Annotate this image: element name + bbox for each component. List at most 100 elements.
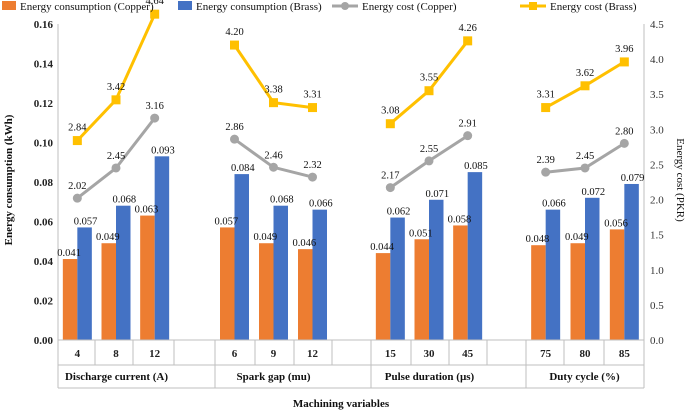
brass-cost-label: 3.96 <box>615 44 633 55</box>
legend-swatch <box>178 1 192 10</box>
copper-cost-marker <box>463 131 473 141</box>
copper-cost-marker <box>111 163 121 173</box>
copper-cost-marker <box>308 172 317 182</box>
copper-energy-label: 0.057 <box>214 216 238 227</box>
legend-label: Energy cost (Copper) <box>362 1 457 13</box>
brass-cost-label: 4.64 <box>145 0 164 7</box>
copper-cost-marker <box>385 183 395 193</box>
brass-cost-marker <box>111 95 121 105</box>
brass-cost-marker <box>463 36 473 46</box>
brass-energy-label: 0.068 <box>112 195 136 206</box>
brass-cost-marker <box>308 103 317 113</box>
category-tick-label: 85 <box>619 348 631 360</box>
copper-energy-label: 0.044 <box>370 242 394 253</box>
y-tick-label: 0.02 <box>34 296 54 308</box>
copper-cost-label: 2.17 <box>381 171 399 182</box>
copper-energy-label: 0.058 <box>448 214 472 225</box>
category-tick-label: 80 <box>580 348 592 360</box>
copper-energy-bar <box>220 227 235 340</box>
group-label: Pulse duration (µs) <box>385 371 475 383</box>
brass-cost-label: 3.62 <box>576 68 594 79</box>
copper-cost-marker <box>424 156 434 166</box>
brass-energy-bar <box>312 209 327 340</box>
copper-energy-label: 0.048 <box>526 234 550 245</box>
category-tick-label: 6 <box>232 348 238 360</box>
brass-energy-label: 0.085 <box>464 161 488 172</box>
copper-cost-marker <box>580 163 590 173</box>
y2-tick-label: 1.0 <box>650 265 664 277</box>
brass-cost-marker <box>230 40 239 50</box>
category-tick-label: 30 <box>424 348 436 360</box>
copper-cost-label: 2.32 <box>303 160 321 171</box>
copper-energy-bar <box>259 243 274 340</box>
category-tick-label: 12 <box>149 348 161 360</box>
copper-energy-bar <box>414 239 429 340</box>
copper-cost-marker <box>150 113 160 123</box>
copper-energy-bar <box>375 253 391 340</box>
copper-cost-marker <box>541 167 551 177</box>
category-tick-label: 9 <box>271 348 277 360</box>
copper-cost-marker <box>230 134 239 144</box>
brass-energy-label: 0.057 <box>74 216 98 227</box>
y2-tick-label: 0.5 <box>650 300 664 312</box>
legend-swatch-marker <box>341 2 349 10</box>
copper-cost-label: 2.39 <box>536 155 554 166</box>
copper-energy-label: 0.056 <box>604 218 628 229</box>
brass-cost-label: 3.38 <box>264 85 282 96</box>
y-tick-label: 0.12 <box>34 98 54 110</box>
y2-tick-label: 0.0 <box>650 335 664 347</box>
group-label: Duty cycle (%) <box>549 371 620 383</box>
legend-swatch <box>2 1 16 10</box>
category-tick-label: 45 <box>462 348 474 360</box>
category-tick-label: 12 <box>307 348 319 360</box>
y-tick-label: 0.00 <box>34 335 54 347</box>
y-axis-title: Energy consumption (kWh) <box>3 114 15 245</box>
brass-cost-label: 3.55 <box>420 73 438 84</box>
brass-cost-marker <box>150 9 160 19</box>
legend: Energy consumption (Copper) Energy consum… <box>2 1 637 13</box>
copper-energy-label: 0.049 <box>565 232 589 243</box>
legend-label: Energy cost (Brass) <box>550 1 637 13</box>
copper-energy-label: 0.051 <box>409 228 433 239</box>
brass-cost-label: 2.84 <box>68 123 87 134</box>
brass-energy-bar <box>585 197 600 340</box>
brass-energy-bar <box>624 183 639 340</box>
brass-energy-bar <box>429 199 444 340</box>
brass-cost-label: 3.31 <box>536 90 554 101</box>
y2-tick-label: 2.5 <box>650 159 664 171</box>
copper-energy-bar <box>62 259 78 340</box>
copper-cost-label: 2.91 <box>458 119 476 130</box>
y2-axis-title: Energy cost (PKR) <box>674 138 685 222</box>
brass-energy-label: 0.093 <box>151 145 175 156</box>
y-tick-label: 0.16 <box>34 19 54 31</box>
y2-tick-label: 4.0 <box>650 54 664 66</box>
y-tick-label: 0.10 <box>34 138 54 150</box>
bars <box>62 156 639 340</box>
brass-energy-bar <box>234 174 249 340</box>
copper-cost-label: 2.86 <box>225 122 243 133</box>
legend-swatch-marker <box>529 2 537 10</box>
brass-cost-marker <box>619 57 629 67</box>
copper-cost-label: 2.46 <box>264 150 282 161</box>
brass-energy-bar <box>390 217 405 340</box>
copper-energy-bar <box>570 243 585 340</box>
brass-energy-bar <box>545 209 561 340</box>
brass-cost-marker <box>72 136 82 146</box>
y2-tick-label: 1.5 <box>650 230 664 242</box>
brass-energy-label: 0.062 <box>387 207 411 218</box>
brass-cost-label: 3.08 <box>381 106 399 117</box>
brass-cost-label: 3.42 <box>107 82 125 93</box>
copper-energy-label: 0.041 <box>57 248 81 259</box>
copper-energy-bar <box>453 225 468 340</box>
brass-cost-marker <box>385 119 395 129</box>
copper-cost-label: 3.16 <box>145 101 163 112</box>
copper-cost-label: 2.55 <box>420 144 438 155</box>
y-tick-label: 0.06 <box>34 217 54 229</box>
brass-cost-marker <box>541 103 551 113</box>
copper-energy-bar <box>140 215 155 340</box>
copper-energy-bar <box>101 243 116 340</box>
brass-energy-bar <box>154 156 170 340</box>
axes: 0.00 0.02 0.04 0.06 0.08 0.10 0.12 0.14 0.16 0.0 0… <box>34 19 664 389</box>
copper-cost-label: 2.02 <box>68 181 86 192</box>
